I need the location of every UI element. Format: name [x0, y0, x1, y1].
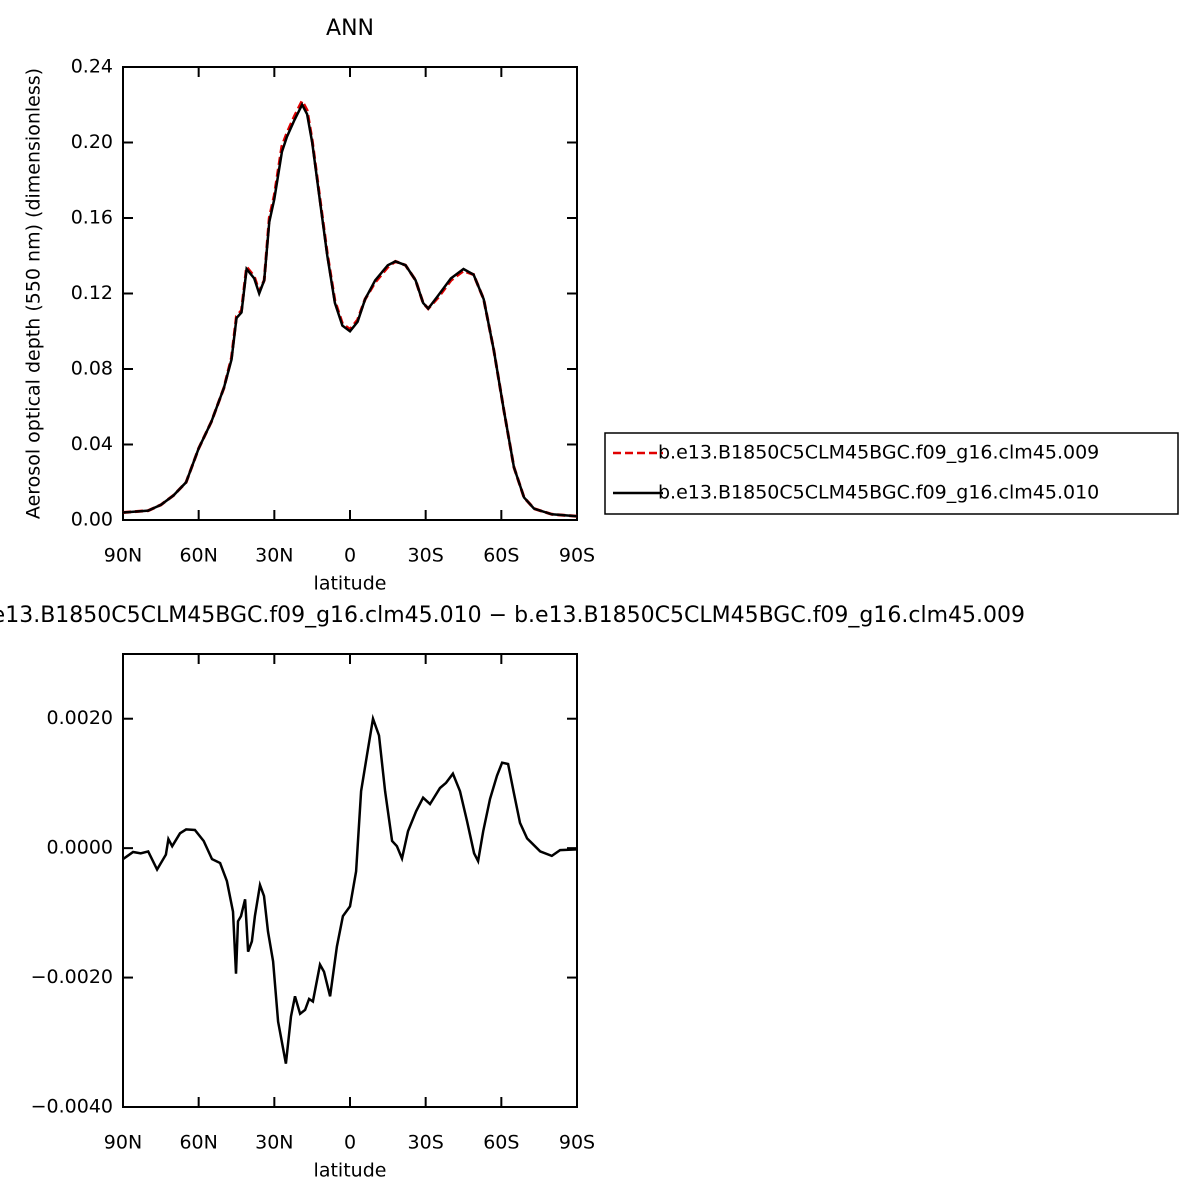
y-tick-label: 0.20 — [71, 131, 113, 153]
x-tick-label: 60S — [483, 545, 519, 567]
plot-frame — [122, 653, 578, 1108]
x-tick-label: 30N — [255, 545, 293, 567]
y-tick-label: 0.12 — [71, 282, 113, 304]
y-tick-label: 0.24 — [71, 56, 113, 78]
x-tick-label: 30S — [408, 1132, 444, 1154]
x-tick-label: 90N — [104, 1132, 142, 1154]
plot-frame — [122, 66, 578, 521]
y-tick-label: −0.0020 — [31, 966, 113, 988]
y-tick-label: 0.16 — [71, 207, 113, 229]
x-axis-label: latitude — [314, 1160, 387, 1182]
x-tick-label: 90N — [104, 545, 142, 567]
x-tick-label: 30S — [408, 545, 444, 567]
y-tick-label: 0.0020 — [47, 707, 113, 729]
x-tick-label: 60N — [179, 1132, 217, 1154]
y-tick-label: 0.08 — [71, 358, 113, 380]
data-line — [122, 97, 578, 518]
data-line — [122, 713, 578, 1064]
x-tick-label: 90S — [559, 1132, 595, 1154]
x-tick-label: 60S — [483, 1132, 519, 1154]
x-tick-label: 60N — [179, 545, 217, 567]
y-tick-label: 0.00 — [71, 509, 113, 531]
chart-title: b.e13.B1850C5CLM45BGC.f09_g16.clm45.010 … — [0, 603, 1025, 628]
x-tick-label: 0 — [344, 1132, 356, 1154]
legend-label: b.e13.B1850C5CLM45BGC.f09_g16.clm45.009 — [658, 442, 1099, 464]
y-tick-label: 0.0000 — [47, 837, 113, 859]
x-axis-label: latitude — [314, 573, 387, 595]
x-tick-label: 30N — [255, 1132, 293, 1154]
legend-label: b.e13.B1850C5CLM45BGC.f09_g16.clm45.010 — [658, 482, 1099, 504]
data-line — [122, 101, 578, 518]
y-tick-label: −0.0040 — [31, 1096, 113, 1118]
y-tick-label: 0.04 — [71, 433, 113, 455]
legend-box — [604, 432, 1179, 515]
chart-title: ANN — [326, 16, 374, 41]
y-axis-label: Aerosol optical depth (550 nm) (dimensio… — [23, 68, 45, 519]
x-tick-label: 90S — [559, 545, 595, 567]
x-tick-label: 0 — [344, 545, 356, 567]
